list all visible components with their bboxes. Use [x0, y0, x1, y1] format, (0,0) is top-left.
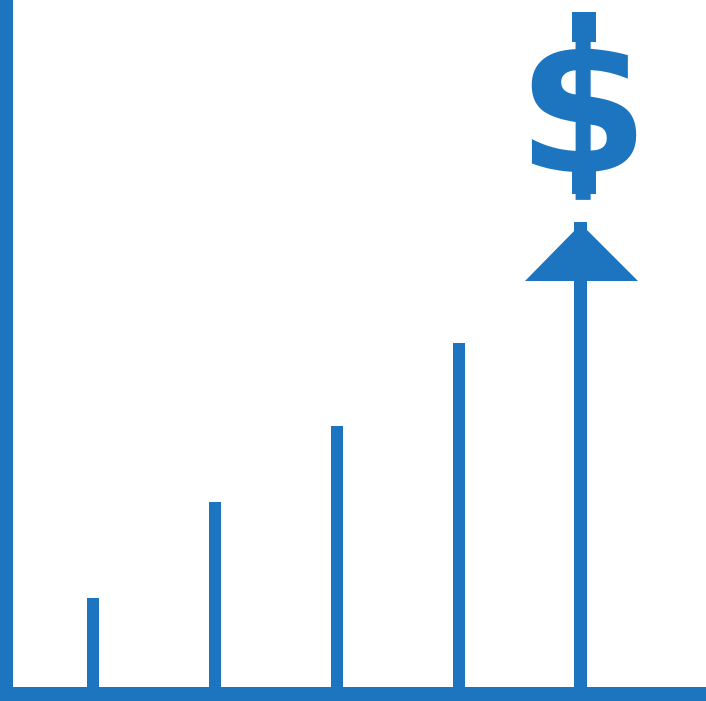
- dollar-sign-icon: $: [517, 0, 649, 217]
- bar-2: [209, 502, 221, 687]
- arrow-shaft: [574, 222, 587, 687]
- bar-4: [453, 343, 465, 687]
- bar-3: [331, 426, 343, 687]
- y-axis-line: [0, 0, 13, 701]
- dollar-symbol-text: $: [517, 0, 649, 217]
- arrow-up-icon: [525, 224, 638, 281]
- x-axis-line: [0, 687, 706, 701]
- bar-1: [87, 598, 99, 687]
- bar-group: [87, 343, 465, 687]
